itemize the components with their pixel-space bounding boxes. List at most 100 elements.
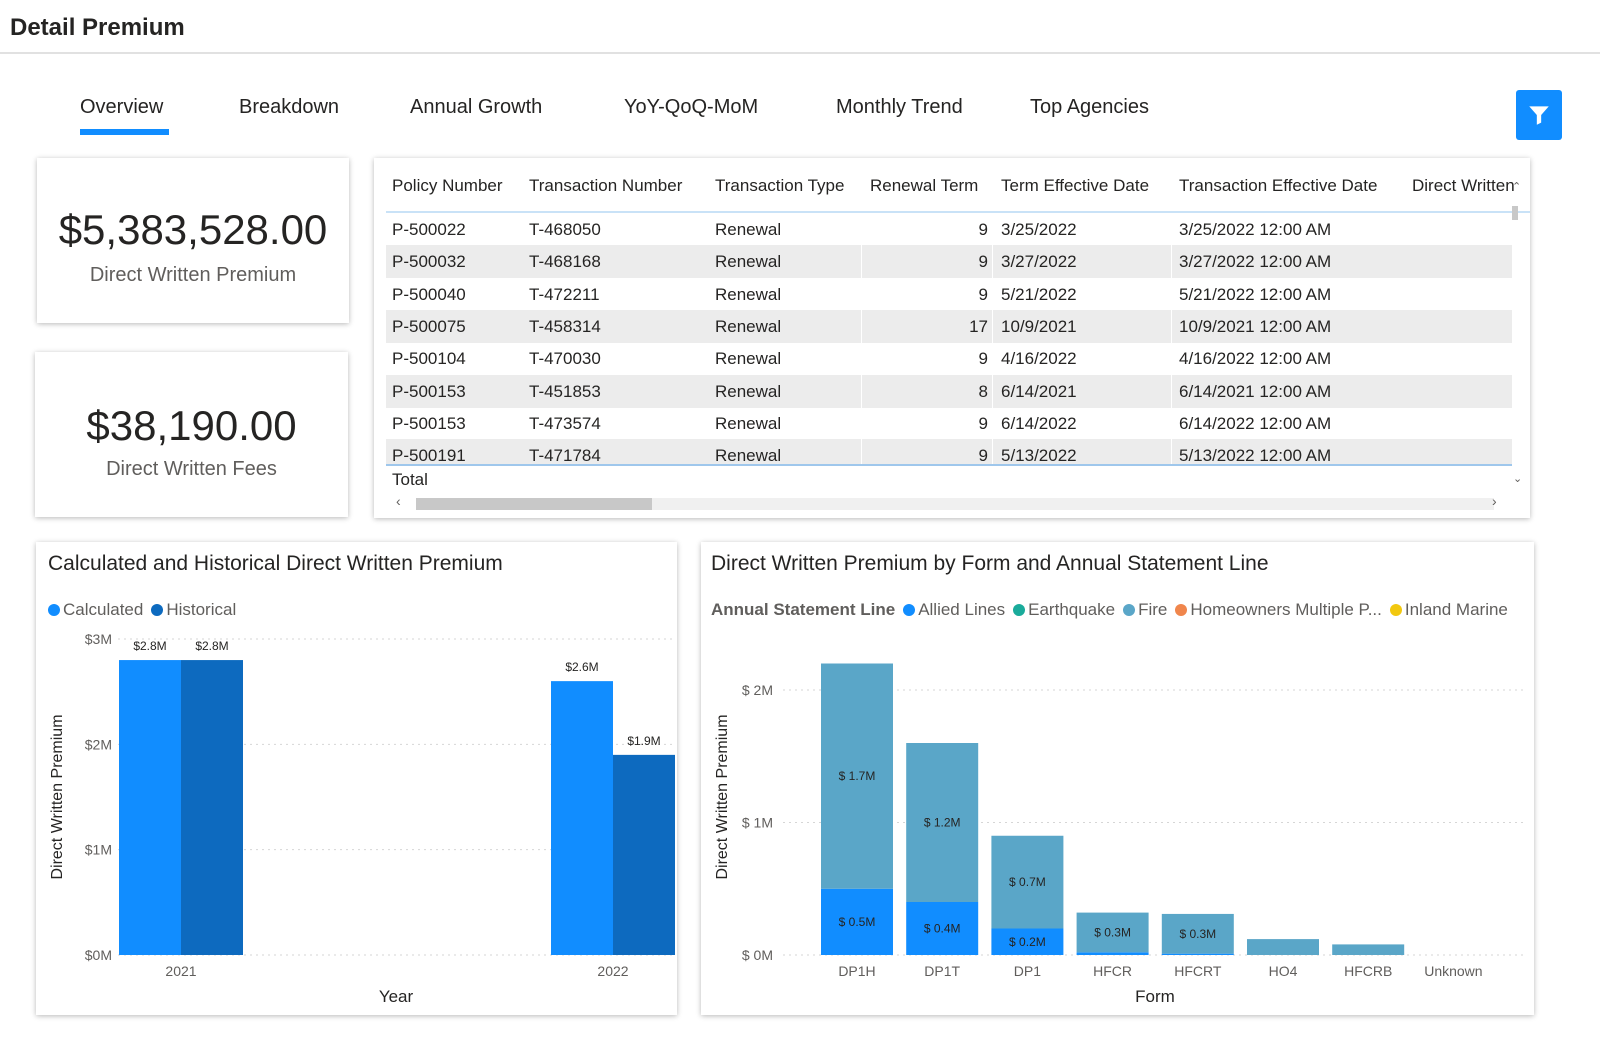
kpi-premium-value: $5,383,528.00 bbox=[58, 206, 328, 253]
table-cell: 9 bbox=[978, 446, 988, 464]
table-cell: 5/13/2022 12:00 AM bbox=[1179, 446, 1332, 464]
scroll-down-icon[interactable]: ⌄ bbox=[1513, 473, 1523, 485]
data-label: $2.8M bbox=[133, 639, 166, 653]
bar-segment bbox=[906, 743, 979, 902]
tab-annual-growth[interactable]: Annual Growth bbox=[410, 96, 543, 118]
scroll-up-icon[interactable]: ⌃ bbox=[1512, 181, 1522, 193]
kpi-card-fees: $38,190.00 Direct Written Fees bbox=[35, 352, 348, 517]
tab-overview[interactable]: Overview bbox=[80, 96, 170, 135]
x-tick-label: HFCRT bbox=[1174, 963, 1222, 979]
tab-breakdown[interactable]: Breakdown bbox=[239, 96, 340, 118]
table-cell: 9 bbox=[978, 220, 988, 239]
legend-item-earthquake[interactable]: Earthquake bbox=[1013, 600, 1115, 619]
table-row[interactable]: P-500104 T-470030 Renewal 9 4/16/2022 4/16/20… bbox=[386, 342, 1512, 376]
table-cell: P-500104 bbox=[392, 349, 466, 369]
legend-label: Fire bbox=[1138, 600, 1168, 619]
col-header-transaction-effective-date[interactable]: Transaction Effective Date bbox=[1179, 176, 1378, 195]
table-cell: T-458314 bbox=[529, 316, 601, 336]
column-divider bbox=[1171, 342, 1172, 376]
vertical-scrollbar-thumb[interactable] bbox=[1512, 206, 1518, 220]
bar bbox=[181, 660, 243, 955]
column-divider bbox=[992, 309, 993, 343]
table-cell: T-471784 bbox=[529, 446, 601, 464]
bar-segment bbox=[906, 902, 979, 955]
table-cell: Renewal bbox=[715, 413, 782, 433]
legend-item-fire[interactable]: Fire bbox=[1123, 600, 1167, 619]
col-header-term-effective-date[interactable]: Term Effective Date bbox=[1001, 176, 1150, 195]
legend-title: Annual Statement Line bbox=[711, 600, 896, 619]
data-label: $ 0.7M bbox=[1009, 875, 1046, 889]
legend-label: Inland Marine bbox=[1404, 600, 1508, 619]
table-cell: P-500191 bbox=[392, 446, 466, 464]
table-row[interactable]: P-500022 T-468050 Renewal 9 3/25/2022 3/25/20… bbox=[386, 213, 1512, 246]
x-tick-label: DP1H bbox=[838, 963, 875, 979]
legend-item-homeowners[interactable]: Homeowners Multiple P... bbox=[1175, 600, 1382, 619]
column-divider bbox=[992, 213, 993, 246]
tab-top-agencies[interactable]: Top Agencies bbox=[1030, 96, 1149, 118]
legend-item-calculated[interactable]: Calculated bbox=[48, 600, 143, 619]
table-cell: T-470030 bbox=[529, 349, 601, 369]
bar-segment bbox=[991, 835, 1064, 929]
table-cell: 5/21/2022 12:00 AM bbox=[1179, 284, 1332, 304]
x-tick-label: HO4 bbox=[1269, 963, 1298, 979]
legend-dot bbox=[1013, 604, 1026, 616]
table-cell: 4/16/2022 12:00 AM bbox=[1179, 349, 1332, 369]
legend-dot bbox=[1389, 604, 1402, 616]
table-row[interactable]: P-500032 T-468168 Renewal 9 3/27/2022 3/27/20… bbox=[386, 245, 1512, 279]
col-header-policy-number[interactable]: Policy Number bbox=[392, 176, 503, 195]
table-cell: 8 bbox=[978, 381, 988, 401]
filter-button[interactable] bbox=[1516, 90, 1562, 140]
col-header-direct-written[interactable]: Direct Written bbox=[1412, 176, 1515, 195]
table-cell: Renewal bbox=[715, 446, 782, 464]
bar-segment bbox=[1161, 953, 1234, 955]
table-row[interactable]: P-500075 T-458314 Renewal 17 10/9/2021 10/9/2… bbox=[386, 309, 1512, 343]
x-axis-title: Year bbox=[379, 987, 414, 1006]
table-row[interactable]: P-500153 T-451853 Renewal 8 6/14/2021 6/14/20… bbox=[386, 374, 1512, 408]
col-header-transaction-type[interactable]: Transaction Type bbox=[715, 176, 845, 195]
tab-yoy-qoq-mom[interactable]: YoY-QoQ-MoM bbox=[624, 96, 759, 118]
horizontal-scrollbar-thumb[interactable] bbox=[416, 498, 652, 510]
x-tick-label: Unknown bbox=[1424, 963, 1482, 979]
column-divider bbox=[1171, 309, 1172, 343]
bar-segment bbox=[821, 663, 893, 889]
table-cell: P-500040 bbox=[392, 284, 466, 304]
table-cell: 6/14/2022 12:00 AM bbox=[1179, 413, 1332, 433]
kpi-fees-label: Direct Written Fees bbox=[106, 458, 277, 480]
table-cell: 3/27/2022 bbox=[1001, 252, 1077, 272]
scroll-right-icon[interactable]: › bbox=[1492, 493, 1497, 509]
table-cell: 6/14/2022 bbox=[1001, 413, 1077, 433]
horizontal-scrollbar[interactable] bbox=[416, 498, 1494, 510]
x-tick-label: DP1 bbox=[1014, 963, 1041, 979]
col-header-renewal-term[interactable]: Renewal Term bbox=[870, 176, 979, 195]
column-divider bbox=[861, 277, 862, 311]
col-header-transaction-number[interactable]: Transaction Number bbox=[529, 176, 683, 195]
table-cell: 9 bbox=[978, 252, 988, 272]
table-cell: Renewal bbox=[715, 381, 782, 401]
legend-item-historical[interactable]: Historical bbox=[151, 600, 236, 619]
table-cell: Renewal bbox=[715, 316, 782, 336]
y-tick-label: $ 2M bbox=[742, 682, 773, 698]
column-divider bbox=[992, 245, 993, 279]
chart1-title: Calculated and Historical Direct Written… bbox=[48, 552, 503, 575]
table-row[interactable]: P-500040 T-472211 Renewal 9 5/21/2022 5/21/20… bbox=[386, 277, 1512, 311]
legend-label: Earthquake bbox=[1028, 600, 1116, 619]
bar-segment bbox=[1076, 912, 1149, 953]
bar-segment bbox=[1247, 939, 1319, 955]
tab-monthly-trend[interactable]: Monthly Trend bbox=[836, 96, 963, 118]
scroll-left-icon[interactable]: ‹ bbox=[396, 493, 401, 509]
column-divider bbox=[1171, 406, 1172, 440]
legend-item-inland-marine[interactable]: Inland Marine bbox=[1389, 600, 1508, 619]
x-tick-label: HFCR bbox=[1093, 963, 1132, 979]
table-row[interactable]: P-500153 T-473574 Renewal 9 6/14/2022 6/14/20… bbox=[386, 406, 1512, 440]
table-cell: T-472211 bbox=[529, 284, 600, 304]
table-total-label: Total bbox=[392, 470, 428, 489]
filter-icon bbox=[1529, 106, 1549, 125]
column-divider bbox=[861, 309, 862, 343]
legend-item-allied-lines[interactable]: Allied Lines bbox=[903, 600, 1005, 619]
table-cell: Renewal bbox=[715, 349, 782, 369]
y-tick-label: $1M bbox=[85, 842, 112, 858]
table-row[interactable]: P-500191 T-471784 Renewal 9 5/13/2022 5/13/20… bbox=[386, 439, 1512, 464]
y-axis-title: Direct Written Premium bbox=[714, 714, 731, 879]
legend-label: Historical bbox=[166, 600, 237, 619]
y-tick-label: $2M bbox=[85, 736, 112, 752]
